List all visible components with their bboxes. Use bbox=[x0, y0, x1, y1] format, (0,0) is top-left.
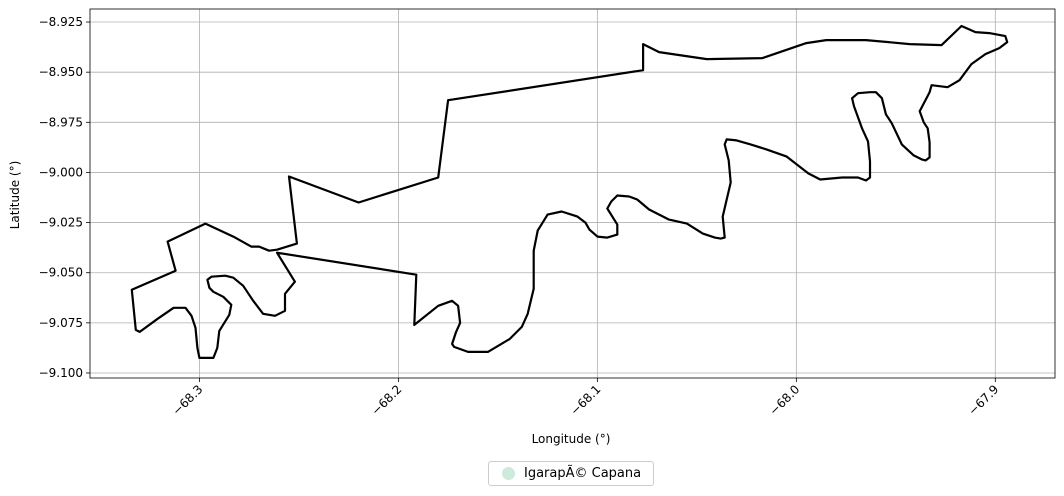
axis-ticks: −68.3 −68.2 −68.1 −68.0 −67.9 −8.925 −8.950 −8.… bbox=[39, 15, 1002, 418]
x-tick-label: −68.1 bbox=[568, 382, 604, 418]
x-tick-label: −68.2 bbox=[369, 382, 405, 418]
plot-frame bbox=[89, 8, 1056, 379]
y-tick-label: −9.100 bbox=[39, 366, 83, 380]
x-tick-label: −68.3 bbox=[170, 382, 206, 418]
y-tick-label: −9.025 bbox=[39, 216, 83, 230]
x-tick-label: −68.0 bbox=[767, 382, 803, 418]
legend: IgarapÃ© Capana bbox=[488, 461, 654, 486]
river-polygon bbox=[130, 24, 1009, 359]
y-tick-label: −9.000 bbox=[39, 165, 83, 179]
river-outline bbox=[130, 24, 1009, 359]
y-tick-label: −9.075 bbox=[39, 316, 83, 330]
y-tick-label: −8.975 bbox=[39, 115, 83, 129]
x-tick-label: −67.9 bbox=[966, 382, 1002, 418]
legend-marker-icon bbox=[502, 467, 515, 480]
y-tick-label: −9.050 bbox=[39, 266, 83, 280]
x-axis-title: Longitude (°) bbox=[532, 432, 611, 446]
legend-label: IgarapÃ© Capana bbox=[524, 466, 642, 481]
y-tick-label: −8.925 bbox=[39, 15, 83, 29]
y-axis-title: Latitude (°) bbox=[8, 161, 22, 230]
grid-lines bbox=[90, 9, 1055, 378]
y-tick-label: −8.950 bbox=[39, 65, 83, 79]
